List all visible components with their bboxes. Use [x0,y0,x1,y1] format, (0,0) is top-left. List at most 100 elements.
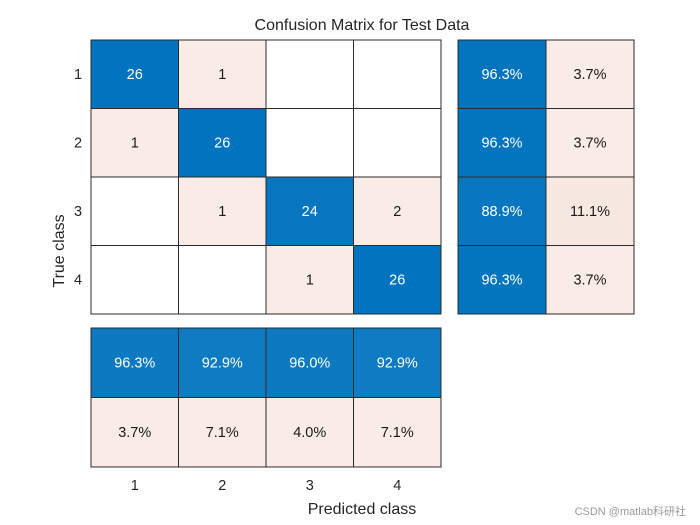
cell-r4-c4-label: 26 [389,273,405,289]
row-summary-r1-correct: 96.3% [457,39,547,109]
cell-r3-c3-label: 24 [302,204,318,220]
cell-r4-c2 [178,245,267,315]
row-summary-r4-correct-box [457,245,547,315]
col-summary-c2-correct: 92.9% [178,327,267,398]
cell-r1-c4-box [353,39,442,109]
cell-r4-c2-box [178,245,267,315]
row-summary-r4-error-box [545,245,635,315]
row-summary-r4-error: 3.7% [545,245,635,315]
col-summary-c2-correct-label: 92.9% [202,356,243,372]
col-summary-c4-correct-label: 92.9% [377,356,418,372]
col-summary-c2-error: 7.1% [178,397,267,468]
row-summary-r1-error: 3.7% [545,39,635,109]
x-tick-2: 2 [218,478,226,494]
col-summary-c3-correct-label: 96.0% [289,356,330,372]
cell-r4-c4-box [353,245,442,315]
watermark: CSDN @matlab科研社 [575,504,686,518]
row-summary-r2-correct-label: 96.3% [481,136,522,152]
y-tick-labels: 1 2 3 4 [74,67,82,289]
cell-r3-c3: 24 [265,176,354,246]
x-tick-labels: 1 2 3 4 [131,478,402,494]
row-summary-r1-error-label: 3.7% [573,67,606,83]
cell-r2-c1: 1 [90,108,179,178]
cell-r3-c3-box [265,176,354,246]
row-summary-r4-correct: 96.3% [457,245,547,315]
col-summary-c4-correct: 92.9% [353,327,442,398]
cell-r2-c3 [265,108,354,178]
col-summary-c3-correct-box [265,327,354,398]
y-tick-1: 1 [74,67,82,83]
cell-r3-c4-label: 2 [393,204,401,220]
cell-r1-c2: 1 [178,39,267,109]
row-summary-r2-error-label: 3.7% [573,136,606,152]
cell-r2-c2-label: 26 [214,136,230,152]
x-tick-4: 4 [393,478,401,494]
cell-r4-c4: 26 [353,245,442,315]
col-summary-c3-error-label: 4.0% [293,425,326,441]
col-summary-c4-error-label: 7.1% [381,425,414,441]
cell-r2-c1-box [90,108,179,178]
cell-r3-c1-box [90,176,179,246]
chart-title: Confusion Matrix for Test Data [255,17,470,34]
col-summary-c4-error-box [353,397,442,468]
row-summary-r2-correct: 96.3% [457,108,547,178]
cell-r4-c3-box [265,245,354,315]
cell-r4-c1-box [90,245,179,315]
cell-r1-c3 [265,39,354,109]
cell-r4-c3-label: 1 [306,273,314,289]
col-summary-c1-correct-box [90,327,179,398]
cell-r2-c4-box [353,108,442,178]
cell-r2-c1-label: 1 [131,136,139,152]
col-summary-c3-correct: 96.0% [265,327,354,398]
y-tick-2: 2 [74,136,82,152]
row-summary-r4-error-label: 3.7% [573,273,606,289]
cell-r2-c4 [353,108,442,178]
col-summary-c1-error: 3.7% [90,397,179,468]
cell-r4-c3: 1 [265,245,354,315]
col-summary-c2-error-label: 7.1% [206,425,239,441]
row-summary: 96.3% 3.7% 96.3% 3.7% 88.9% 11.1% 96.3% 3.7% [457,39,635,315]
cell-r3-c2-label: 1 [218,204,226,220]
row-summary-r2-error-box [545,108,635,178]
cell-r4-c1 [90,245,179,315]
row-summary-r2-correct-box [457,108,547,178]
row-summary-r3-error-label: 11.1% [570,204,610,220]
row-summary-r1-correct-box [457,39,547,109]
col-summary-c4-correct-box [353,327,442,398]
cell-r2-c2-box [178,108,267,178]
row-summary-r1-error-box [545,39,635,109]
row-summary-r2-error: 3.7% [545,108,635,178]
col-summary-c1-error-label: 3.7% [118,425,151,441]
cell-r1-c1: 26 [90,39,179,109]
y-tick-4: 4 [74,273,82,289]
cell-r3-c1 [90,176,179,246]
x-tick-3: 3 [306,478,314,494]
cell-r1-c1-label: 26 [127,67,143,83]
col-summary-c2-correct-box [178,327,267,398]
col-summary-c1-error-box [90,397,179,468]
confusion-matrix: 26 1 1 26 1 24 2 1 26 [90,39,442,315]
cell-r1-c2-box [178,39,267,109]
x-tick-1: 1 [131,478,139,494]
col-summary-c4-error: 7.1% [353,397,442,468]
row-summary-r3-error: 11.1% [545,176,635,246]
cell-r1-c1-box [90,39,179,109]
cell-r1-c3-box [265,39,354,109]
col-summary-c3-error: 4.0% [265,397,354,468]
row-summary-r1-correct-label: 96.3% [481,67,522,83]
cell-r2-c2: 26 [178,108,267,178]
y-axis-label: True class [51,214,68,287]
row-summary-r3-correct-label: 88.9% [481,204,522,220]
row-summary-r3-correct: 88.9% [457,176,547,246]
col-summary-c1-correct-label: 96.3% [114,356,155,372]
row-summary-r3-correct-box [457,176,547,246]
cell-r1-c2-label: 1 [218,67,226,83]
cell-r3-c2-box [178,176,267,246]
x-axis-label: Predicted class [308,501,417,518]
cell-r2-c3-box [265,108,354,178]
row-summary-r3-error-box [545,176,635,246]
row-summary-r4-correct-label: 96.3% [481,273,522,289]
cell-r1-c4 [353,39,442,109]
col-summary-c1-correct: 96.3% [90,327,179,398]
